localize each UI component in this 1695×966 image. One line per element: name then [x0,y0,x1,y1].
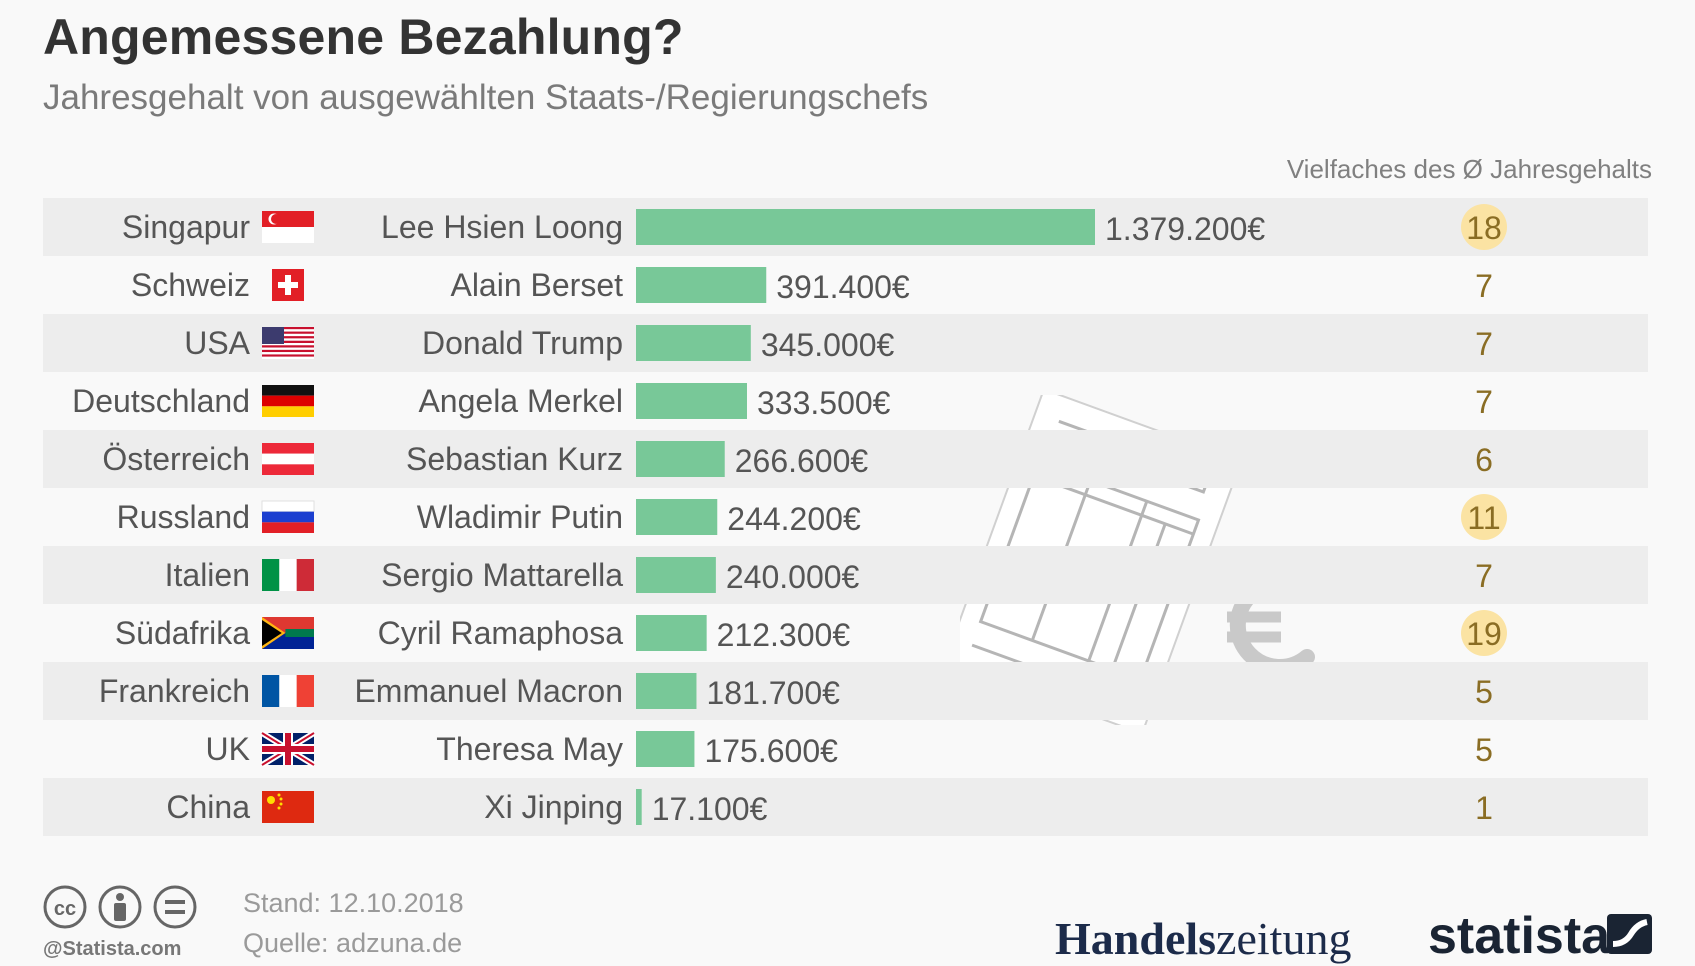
salary-value-label: 212.300€ [717,617,851,653]
salary-value-label: 266.600€ [735,443,869,479]
leader-name-label: Angela Merkel [418,383,623,419]
usa-flag-icon [262,327,314,359]
license-icons: cc [43,885,197,929]
salary-value-label: 333.500€ [757,385,891,421]
multiple-value-label: 19 [1466,616,1502,652]
salary-bar [636,441,725,477]
salary-bar [636,209,1095,245]
italy-flag-icon [262,559,314,591]
salary-value-label: 175.600€ [704,733,838,769]
salary-bar [636,615,707,651]
country-label: USA [184,325,250,361]
salary-value-label: 1.379.200€ [1105,211,1265,247]
country-label: Italien [165,557,250,593]
multiple-value-label: 5 [1475,674,1493,710]
singapore-flag-icon [262,211,314,243]
multiple-value-label: 7 [1475,384,1493,420]
statista-handle: @Statista.com [43,938,182,960]
multiple-badge [1461,610,1507,656]
leader-name-label: Donald Trump [422,325,623,361]
country-label: Schweiz [131,267,250,303]
salary-bar [636,499,718,535]
country-label: Russland [117,499,250,535]
austria-flag-icon [262,443,314,475]
country-label: UK [206,731,250,767]
country-label: Frankreich [99,673,250,709]
leader-name-label: Xi Jinping [484,789,623,825]
leader-name-label: Emmanuel Macron [354,673,623,709]
country-label: Österreich [102,441,250,477]
salary-bar [636,789,642,825]
logo-hz-bold: Handels [1055,913,1217,964]
page-subtitle: Jahresgehalt von ausgewählten Staats-/Re… [43,78,929,117]
switzerland-flag-icon [272,269,304,301]
country-label: Deutschland [72,383,250,419]
stand-date: Stand: 12.10.2018 [243,888,464,918]
leader-name-label: Sergio Mattarella [381,557,623,593]
russia-flag-icon [261,500,315,533]
multiple-value-label: 6 [1475,442,1493,478]
svg-text:cc: cc [54,898,76,920]
country-label: Südafrika [115,615,250,651]
logo-hz-light: zeitung [1216,913,1352,964]
multiple-value-label: 7 [1475,558,1493,594]
multiple-value-label: 11 [1467,500,1500,536]
page-title: Angemessene Bezahlung? [43,9,684,65]
salary-bar [636,267,767,303]
france-flag-icon [262,675,314,707]
salary-value-label: 181.700€ [706,675,840,711]
germany-flag-icon [262,385,314,417]
attribution-icon [98,885,142,929]
statista-mark-icon [1607,914,1652,954]
salary-value-label: 17.100€ [652,791,768,827]
multiple-value-label: 18 [1466,210,1502,246]
multiple-value-label: 5 [1475,732,1493,768]
leader-name-label: Cyril Ramaphosa [378,615,624,651]
leader-name-label: Wladimir Putin [417,499,623,535]
salary-value-label: 345.000€ [761,327,895,363]
cc-icon: cc [43,885,87,929]
country-label: China [166,789,250,825]
salary-bar [636,731,695,767]
leader-name-label: Sebastian Kurz [406,441,623,477]
salary-bar [636,557,716,593]
salary-bar [636,673,697,709]
source: Quelle: adzuna.de [243,928,463,958]
leader-name-label: Lee Hsien Loong [381,209,623,245]
multiple-badge [1461,204,1507,250]
multiple-value-label: 7 [1475,268,1493,304]
multiple-value-label: 1 [1475,790,1493,826]
uk-flag-icon [260,730,316,768]
leader-name-label: Theresa May [436,731,623,767]
salary-value-label: 244.200€ [727,501,861,537]
multiple-value-label: 7 [1475,326,1493,362]
statista-logo[interactable]: statista [1428,907,1611,965]
multiple-badge [1461,494,1507,540]
salary-value-label: 391.400€ [776,269,910,305]
country-label: Singapur [122,209,250,245]
salary-value-label: 240.000€ [726,559,860,595]
china-flag-icon [262,791,314,823]
south-africa-flag-icon [262,617,314,649]
leader-name-label: Alain Berset [450,267,623,303]
multiple-column-header: Vielfaches des Ø Jahresgehalts [1286,154,1652,184]
no-derivatives-icon [153,885,197,929]
handelszeitung-logo[interactable]: Handelszeitung [1055,912,1351,965]
salary-bar [636,325,751,361]
salary-bar [636,383,747,419]
